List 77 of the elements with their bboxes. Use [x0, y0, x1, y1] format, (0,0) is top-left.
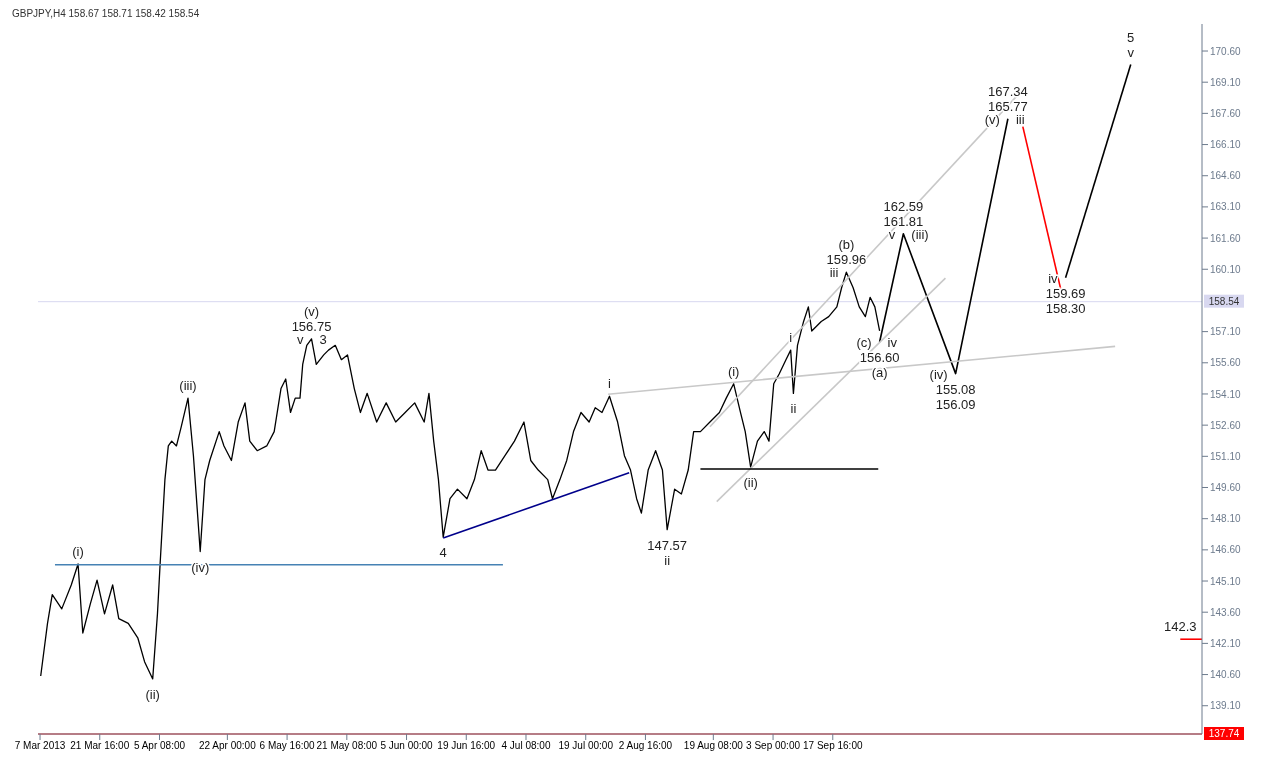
y-tick-label: 169.10	[1210, 76, 1242, 88]
annotation: 158.30	[1045, 300, 1086, 316]
annotation: 161.81	[883, 213, 924, 229]
y-tick-label: 152.60	[1210, 419, 1242, 431]
annotation: (c)	[856, 335, 872, 350]
ref-line-label: 137.74	[1208, 728, 1240, 739]
annotation: i	[789, 330, 793, 346]
annotation: 162.59	[883, 198, 924, 214]
x-tick-label: 6 May 16:00	[259, 740, 316, 752]
y-tick-label: 146.60	[1210, 544, 1242, 556]
annotation: 156.75	[291, 318, 332, 334]
annotation: iv	[887, 335, 898, 350]
y-tick-label: 142.10	[1210, 637, 1242, 649]
y-tick-label: 157.10	[1210, 326, 1242, 338]
x-tick-label: 19 Aug 08:00	[683, 740, 744, 752]
annotation: 167.34	[988, 83, 1028, 99]
y-tick-label: 148.10	[1210, 513, 1242, 525]
x-tick-label: 3 Sep 00:00	[746, 740, 801, 752]
x-tick-label: 21 May 08:00	[316, 740, 378, 752]
y-tick-label: 140.60	[1210, 669, 1242, 681]
y-tick-label: 145.10	[1210, 575, 1242, 587]
annotation: 156.09	[935, 396, 976, 412]
annotation: (a)	[871, 365, 888, 380]
annotation: (i)	[72, 543, 84, 559]
x-tick-label: 5 Jun 00:00	[380, 740, 434, 752]
x-tick-label: 7 Mar 2013	[14, 740, 66, 752]
y-tick-label: 154.10	[1210, 388, 1242, 400]
annotation: iv	[1048, 270, 1059, 286]
annotation: 156.60	[859, 350, 900, 365]
annotation: (b)	[838, 237, 855, 253]
x-tick-label: 19 Jun 16:00	[437, 740, 496, 752]
annotation: 159.69	[1045, 285, 1086, 301]
annotation: v	[888, 226, 896, 242]
annotation: (i)	[727, 363, 740, 379]
annotation: v	[1127, 44, 1135, 60]
annotation: 147.57	[647, 537, 688, 553]
annotation: 155.08	[935, 381, 976, 397]
y-tick-label: 149.60	[1210, 482, 1242, 494]
annotation: 159.96	[826, 252, 867, 268]
annotation: iii	[829, 265, 839, 281]
annotation: ii	[790, 401, 797, 417]
x-tick-label: 5 Apr 08:00	[133, 740, 186, 752]
y-tick-label: 170.60	[1210, 45, 1242, 57]
y-tick-label: 139.10	[1210, 700, 1242, 712]
annotation: (iii)	[911, 226, 929, 242]
annotation: 3	[319, 331, 327, 347]
x-tick-label: 2 Aug 16:00	[618, 740, 673, 752]
annotation: 165.77	[988, 98, 1028, 114]
x-tick-label: 21 Mar 16:00	[70, 740, 130, 752]
y-tick-label: 164.60	[1210, 170, 1242, 182]
annotation: 5	[1127, 29, 1135, 45]
y-tick-label: 166.10	[1210, 139, 1242, 151]
annotation: (ii)	[145, 686, 160, 702]
x-tick-label: 19 Jul 00:00	[558, 740, 614, 752]
annotation: (ii)	[743, 475, 758, 491]
annotation: (v)	[984, 111, 1000, 127]
annotation: (v)	[303, 303, 320, 319]
chart-title: GBPJPY,H4 158.67 158.71 158.42 158.54	[11, 8, 201, 20]
ref-line-label: 158.54	[1208, 295, 1240, 307]
annotation: (iv)	[929, 366, 948, 382]
y-tick-label: 167.60	[1210, 107, 1242, 119]
annotation: iii	[1015, 111, 1025, 127]
y-tick-label: 151.10	[1210, 450, 1242, 462]
y-tick-label: 143.60	[1210, 606, 1242, 618]
y-tick-label: 163.10	[1210, 201, 1242, 213]
annotation: 142.3	[1164, 619, 1197, 635]
x-tick-label: 17 Sep 16:00	[803, 740, 863, 752]
annotation: ii	[664, 552, 671, 568]
y-tick-label: 161.60	[1210, 232, 1242, 244]
annotation: 4	[439, 545, 447, 561]
y-tick-label: 155.60	[1210, 357, 1242, 369]
annotation: v	[297, 331, 305, 347]
annotation: (iii)	[179, 378, 197, 394]
x-tick-label: 22 Apr 00:00	[199, 740, 257, 752]
y-tick-label: 160.10	[1210, 263, 1242, 275]
x-tick-label: 4 Jul 08:00	[501, 740, 551, 752]
annotation: i	[608, 376, 612, 392]
